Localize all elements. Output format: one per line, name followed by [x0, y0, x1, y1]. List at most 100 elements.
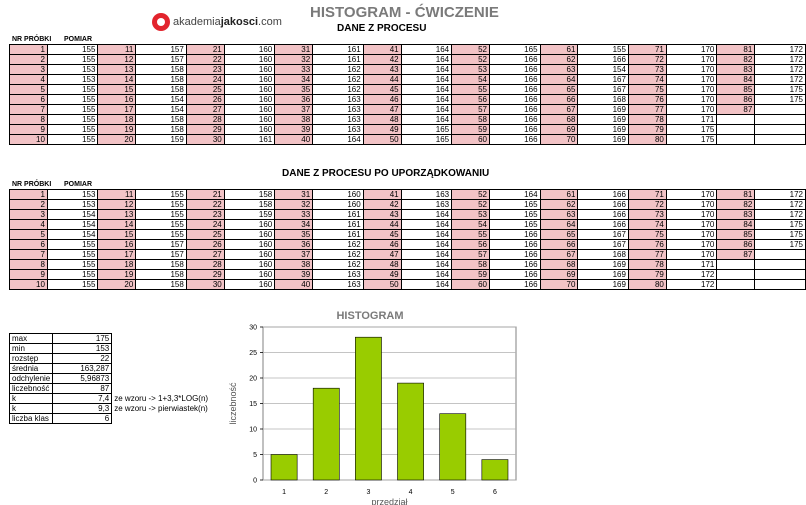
measurement-cell: 158 — [135, 279, 187, 290]
measurement-cell: 170 — [665, 199, 718, 210]
stats-row: liczba klas 6 — [8, 413, 211, 424]
measurement-cell: 163 — [400, 199, 453, 210]
sample-number-cell: 82 — [716, 199, 756, 210]
page-title: HISTOGRAM - ĆWICZENIE — [310, 4, 499, 21]
sample-number-cell: 43 — [362, 64, 402, 75]
sample-number-cell: 4 — [9, 219, 48, 230]
stat-value: 87 — [52, 383, 113, 394]
sample-number-cell: 72 — [627, 199, 667, 210]
measurement-cell: 169 — [577, 104, 629, 115]
measurement-cell: 172 — [754, 54, 806, 65]
sample-number-cell: 15 — [97, 84, 137, 95]
sample-number-cell: 61 — [539, 44, 579, 55]
stat-note — [112, 334, 211, 344]
measurement-cell: 170 — [665, 189, 718, 200]
sample-number-cell: 56 — [451, 94, 491, 105]
chart-title: HISTOGRAM — [336, 310, 403, 322]
measurement-cell: 172 — [754, 74, 806, 85]
measurement-cell: 155 — [135, 209, 187, 220]
table-row: 6 155 16 157 26 160 36 162 46 164 56 166 66 167 76 170 8… — [9, 239, 806, 250]
measurement-cell: 170 — [665, 84, 718, 95]
measurement-cell: 163 — [312, 94, 364, 105]
sample-number-cell: 33 — [274, 209, 314, 220]
measurement-cell: 160 — [223, 64, 276, 75]
measurement-cell: 153 — [46, 74, 99, 85]
stat-note — [112, 344, 211, 354]
sample-number-cell: 81 — [716, 189, 756, 200]
sample-number-cell: 22 — [185, 54, 225, 65]
measurement-cell: 155 — [577, 44, 629, 55]
sample-number-cell: 87 — [716, 249, 756, 260]
measurement-cell: 175 — [754, 239, 806, 250]
sample-number-cell: 62 — [539, 199, 579, 210]
measurement-cell: 160 — [223, 124, 276, 135]
measurement-cell: 161 — [312, 209, 364, 220]
sample-number-cell: 2 — [9, 54, 48, 65]
table-row: 3 154 13 155 23 159 33 161 43 164 53 165 63 166 73 170 8… — [9, 209, 806, 220]
measurement-cell: 164 — [400, 64, 453, 75]
x-tick-label: 1 — [282, 489, 286, 496]
table-row: 4 154 14 155 24 160 34 161 44 164 54 165 64 166 74 170 8… — [9, 219, 806, 230]
measurement-cell: 154 — [135, 94, 187, 105]
stat-value: 22 — [52, 353, 113, 364]
table-row: 1 155 11 157 21 160 31 161 41 164 52 165 61 155 71 170 8… — [9, 44, 806, 55]
measurement-cell: 163 — [312, 269, 364, 280]
table-row: 2 155 12 157 22 160 32 161 42 164 52 166 62 166 72 170 8… — [9, 54, 806, 65]
stats-row: liczebność 87 — [8, 383, 211, 394]
measurement-cell: 161 — [312, 219, 364, 230]
sample-number-cell: 76 — [627, 94, 667, 105]
sample-number-cell: 36 — [274, 239, 314, 250]
sample-number-cell: 69 — [539, 124, 579, 135]
measurement-cell: 164 — [400, 279, 453, 290]
measurement-cell: 155 — [46, 84, 99, 95]
measurement-cell: 158 — [135, 259, 187, 270]
sample-number-cell: 16 — [97, 94, 137, 105]
table-row: 1 153 11 155 21 158 31 160 41 163 52 164 61 166 71 170 8… — [9, 189, 806, 200]
measurement-cell: 167 — [577, 74, 629, 85]
stat-note — [112, 374, 211, 384]
sample-number-cell: 2 — [9, 199, 48, 210]
measurement-cell — [754, 114, 806, 125]
measurement-cell: 158 — [223, 189, 276, 200]
sample-number-cell — [716, 134, 756, 145]
stat-label: k — [8, 403, 54, 414]
sample-number-cell: 43 — [362, 209, 402, 220]
measurement-cell: 155 — [46, 54, 99, 65]
stat-note — [112, 414, 211, 424]
measurement-cell: 164 — [400, 74, 453, 85]
measurement-cell: 162 — [312, 249, 364, 260]
measurement-cell: 169 — [577, 134, 629, 145]
measurement-cell: 168 — [577, 249, 629, 260]
data-table-sorted: 1 153 11 155 21 158 31 160 41 163 52 164 61 166 71 170 8… — [9, 189, 806, 290]
sample-number-cell: 81 — [716, 44, 756, 55]
x-tick-label: 2 — [324, 489, 328, 496]
sample-number-cell: 23 — [185, 209, 225, 220]
histogram-bar — [397, 382, 424, 481]
logo-suffix: .com — [258, 16, 282, 28]
measurement-cell: 168 — [577, 94, 629, 105]
measurement-cell: 160 — [223, 239, 276, 250]
measurement-cell: 160 — [223, 249, 276, 260]
sample-number-cell: 46 — [362, 239, 402, 250]
sample-number-cell: 44 — [362, 74, 402, 85]
measurement-cell: 164 — [489, 189, 541, 200]
measurement-cell: 163 — [312, 104, 364, 115]
measurement-cell: 158 — [135, 64, 187, 75]
measurement-cell: 154 — [46, 229, 99, 240]
measurement-cell: 153 — [46, 64, 99, 75]
sample-number-cell: 8 — [9, 114, 48, 125]
sample-number-cell: 23 — [185, 64, 225, 75]
sample-number-cell: 69 — [539, 269, 579, 280]
measurement-cell: 155 — [135, 219, 187, 230]
stat-value: 6 — [52, 413, 113, 424]
measurement-cell: 154 — [135, 104, 187, 115]
measurement-cell: 157 — [135, 54, 187, 65]
measurement-cell: 164 — [400, 84, 453, 95]
sample-number-cell: 71 — [627, 189, 667, 200]
measurement-cell: 166 — [577, 219, 629, 230]
sample-number-cell: 74 — [627, 219, 667, 230]
sample-number-cell: 61 — [539, 189, 579, 200]
sample-number-cell: 34 — [274, 74, 314, 85]
sample-number-cell: 84 — [716, 219, 756, 230]
sample-number-cell: 13 — [97, 209, 137, 220]
